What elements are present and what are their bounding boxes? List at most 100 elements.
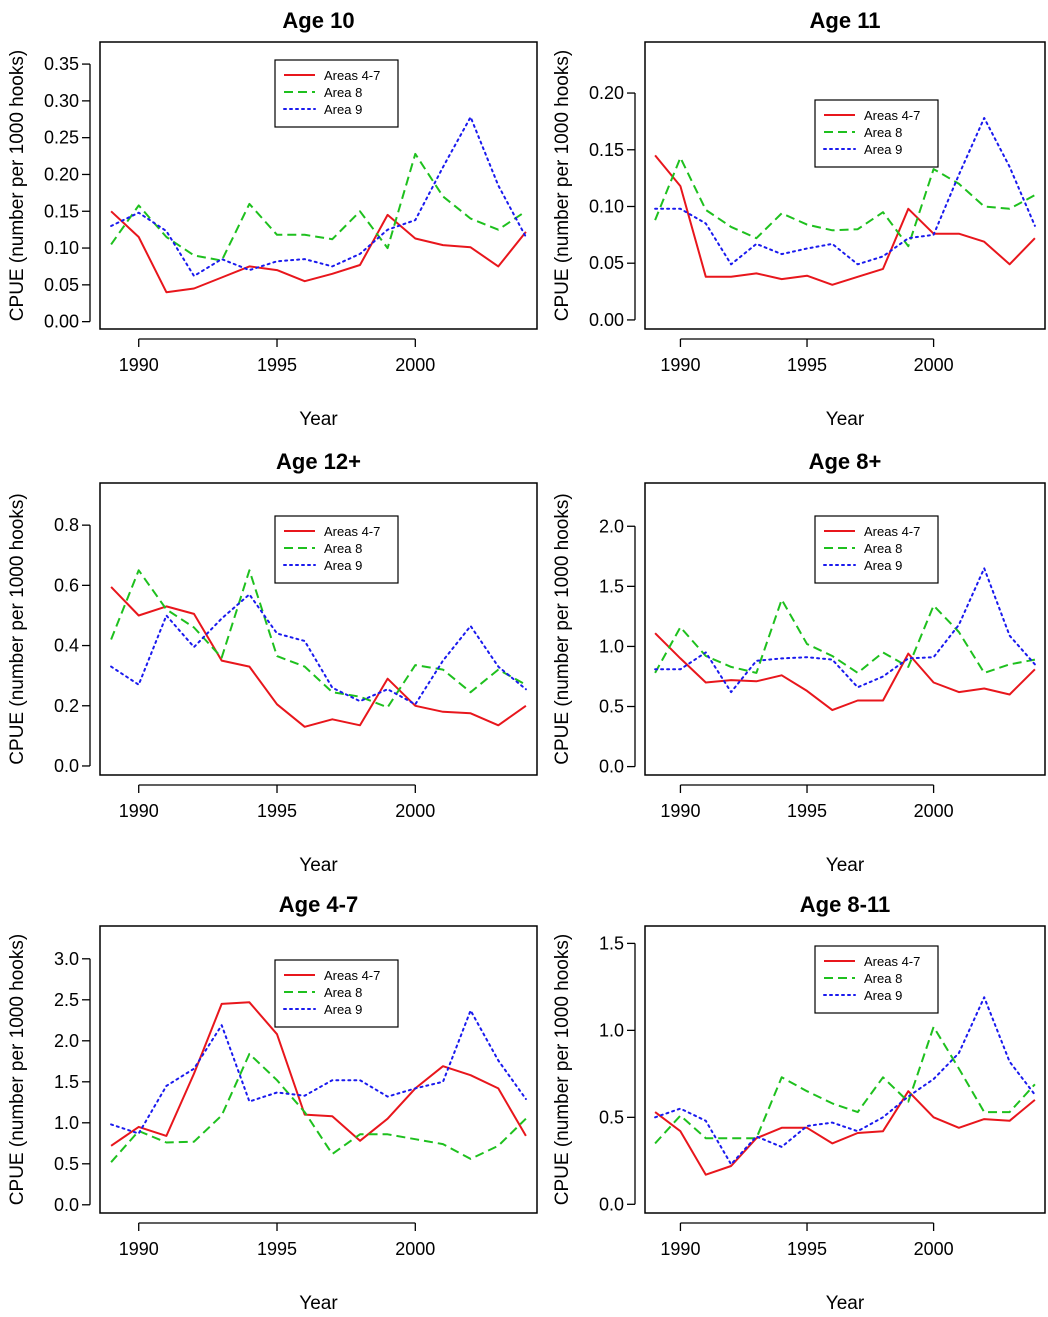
legend-box [274,59,399,128]
y-tick-label: 0.30 [44,91,79,111]
chart-title: Age 12+ [276,449,361,474]
legend-label: Area 8 [864,125,902,140]
legend-label: Areas 4-7 [864,108,920,123]
series-line-3 [110,1009,527,1135]
x-tick-label: 2000 [395,355,435,375]
x-tick-label: 1990 [660,355,700,375]
legend-label: Area 8 [864,971,902,986]
x-axis-label: Year [826,855,865,876]
y-tick-label: 0.0 [599,1194,624,1214]
chart-title: Age 8-11 [800,892,891,917]
x-tick-label: 2000 [395,801,435,821]
y-axis-label: CPUE (number per 1000 hooks) [552,493,573,764]
legend: Areas 4-7 Area 8 Area 9 [274,515,399,584]
x-tick-label: 1995 [257,355,297,375]
y-tick-label: 0.10 [589,196,624,216]
x-tick-label: 2000 [395,1239,435,1259]
chart-title: Age 11 [810,8,881,33]
x-axis-label: Year [826,409,865,430]
plot-frame [99,41,538,330]
series-line-3 [654,567,1036,694]
x-tick-label: 1990 [119,355,159,375]
y-tick-label: 2.0 [54,1031,79,1051]
y-tick-label: 0.00 [44,312,79,332]
y-tick-label: 0.15 [44,201,79,221]
y-axis-label: CPUE (number per 1000 hooks) [7,934,28,1205]
y-tick-label: 0.2 [54,696,79,716]
legend-box [814,99,939,168]
series-line-2 [654,598,1036,674]
x-tick-label: 1995 [257,801,297,821]
x-tick-label: 2000 [914,355,954,375]
series-line-3 [654,996,1036,1166]
legend-box [814,515,939,584]
legend-label: Area 9 [864,142,902,157]
legend-box [814,945,939,1014]
legend-label: Area 8 [864,541,902,556]
legend-label: Areas 4-7 [324,68,380,83]
x-axis-label: Year [299,409,338,430]
x-tick-label: 1990 [119,1239,159,1259]
legend-label: Areas 4-7 [864,524,920,539]
y-tick-label: 0.0 [599,757,624,777]
y-tick-label: 0.6 [54,575,79,595]
legend-label: Areas 4-7 [864,954,920,969]
series-line-3 [110,116,527,277]
y-tick-label: 1.5 [599,933,624,953]
series-line-1 [110,1001,527,1147]
series-line-1 [110,586,527,728]
y-tick-label: 0.8 [54,515,79,535]
series-line-2 [110,569,527,709]
chart-title: Age 4-7 [279,892,358,917]
legend: Areas 4-7 Area 8 Area 9 [814,99,939,168]
legend-label: Areas 4-7 [324,968,380,983]
x-tick-label: 1995 [257,1239,297,1259]
y-tick-label: 0.5 [599,697,624,717]
chart-panel-6: Age 8-11 0.0 0.5 1.0 1.5 CPUE (number per 100… [552,892,1046,1314]
legend-label: Areas 4-7 [324,524,380,539]
legend-label: Area 9 [324,1002,362,1017]
y-tick-label: 1.5 [54,1072,79,1092]
x-tick-label: 1990 [660,1239,700,1259]
legend: Areas 4-7 Area 8 Area 9 [274,59,399,128]
y-tick-label: 0.05 [44,275,79,295]
series-line-3 [654,117,1036,266]
y-tick-label: 0.20 [44,164,79,184]
series-line-1 [110,210,527,294]
chart-panel-5: Age 4-7 0.0 0.5 1.0 1.5 2.0 2.5 3.0 CPUE (number… [7,892,538,1314]
y-tick-label: 2.0 [599,516,624,536]
series-line-1 [654,632,1036,712]
x-tick-label: 1995 [787,355,827,375]
y-tick-label: 0.25 [44,128,79,148]
plot-frame [644,925,1046,1214]
series-line-2 [654,1025,1036,1145]
series-line-2 [110,1052,527,1163]
y-axis-label: CPUE (number per 1000 hooks) [552,50,573,321]
y-axis-label: CPUE (number per 1000 hooks) [7,50,28,321]
y-tick-label: 0.10 [44,238,79,258]
y-tick-label: 0.05 [589,253,624,273]
series-line-3 [110,593,527,706]
chart-panel-3: Age 12+ 0.0 0.2 0.4 0.6 0.8 CPUE (number per 1… [7,449,538,876]
legend-box [274,515,399,584]
chart-panel-1: Age 10 0.00 0.05 0.10 0.15 0.20 0.25 0.30 0.35 CP… [7,8,538,430]
x-axis-label: Year [826,1293,865,1314]
legend: Areas 4-7 Area 8 Area 9 [274,959,399,1028]
x-tick-label: 2000 [914,1239,954,1259]
plot-frame [644,482,1046,776]
plot-frame [99,925,538,1214]
y-tick-label: 0.5 [54,1154,79,1174]
y-tick-label: 0.00 [589,310,624,330]
y-tick-label: 0.5 [599,1107,624,1127]
x-tick-label: 1995 [787,801,827,821]
chart-title: Age 10 [282,8,354,33]
plot-frame [99,482,538,776]
y-tick-label: 1.5 [599,576,624,596]
legend-label: Area 8 [324,985,362,1000]
series-line-2 [654,156,1036,248]
x-tick-label: 1995 [787,1239,827,1259]
x-tick-label: 2000 [914,801,954,821]
y-tick-label: 0.0 [54,756,79,776]
legend-box [274,959,399,1028]
